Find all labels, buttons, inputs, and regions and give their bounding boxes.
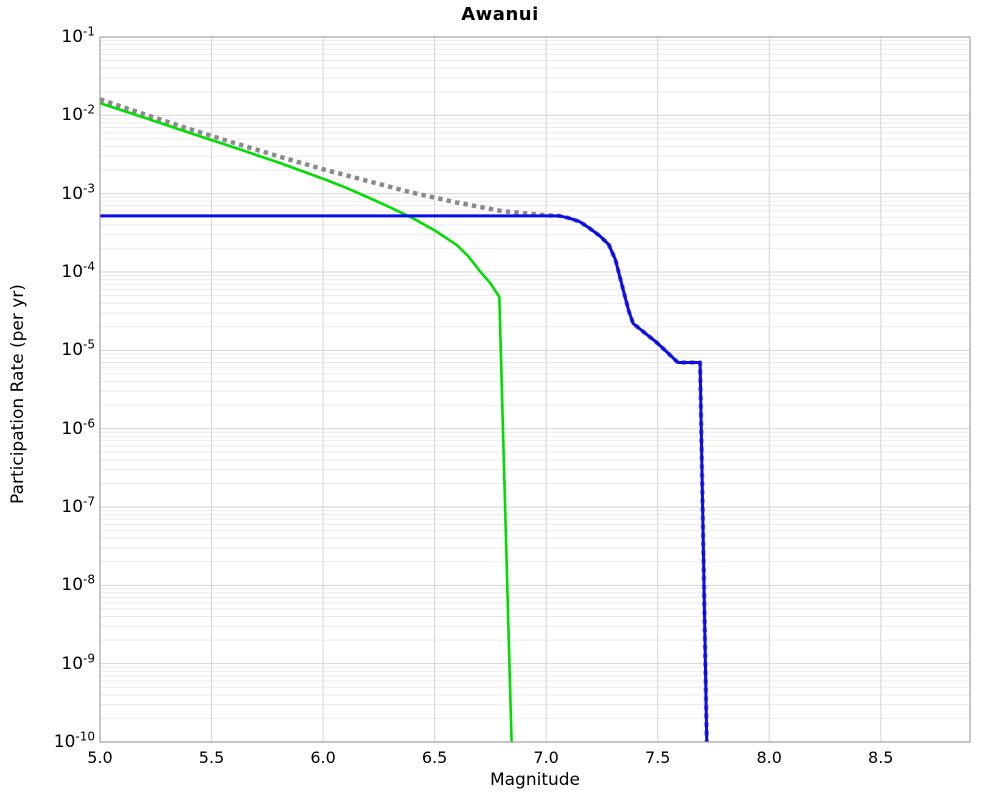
series-total-dotted-line	[100, 97, 710, 742]
plot-frame	[99, 36, 971, 743]
y-tick-label-6: 10-7	[61, 494, 95, 517]
y-tick-label-9: 10-10	[53, 729, 95, 752]
y-tick-label-7: 10-8	[61, 572, 95, 596]
y-tick-label-8: 10-9	[61, 651, 95, 674]
y-tick-label-5: 10-6	[61, 416, 95, 439]
x-tick-label-3: 6.5	[421, 748, 448, 767]
y-tick-label-0: 10-1	[61, 24, 95, 47]
x-tick-label-1: 5.5	[198, 748, 225, 767]
series-green-curve-line	[100, 101, 513, 742]
chart-title: Awanui	[461, 4, 539, 25]
x-tick-label-0: 5.0	[87, 748, 113, 767]
y-tick-label-4: 10-5	[61, 337, 95, 361]
grid-minor-lines	[100, 40, 970, 719]
x-tick-label-2: 6.0	[310, 748, 336, 767]
x-tick-label-7: 8.5	[868, 748, 894, 767]
x-tick-label-6: 8.0	[756, 748, 782, 767]
y-tick-label-3: 10-4	[61, 259, 95, 282]
y-tick-label-1: 10-2	[61, 102, 95, 126]
x-tick-label-5: 7.5	[644, 748, 671, 767]
x-axis-label: Magnitude	[489, 770, 581, 790]
x-tick-label-4: 7.0	[533, 748, 559, 767]
grid-major-lines	[99, 36, 970, 743]
series-blue-curve-line	[100, 214, 709, 742]
y-tick-label-2: 10-3	[61, 181, 95, 204]
series-group	[100, 97, 710, 742]
